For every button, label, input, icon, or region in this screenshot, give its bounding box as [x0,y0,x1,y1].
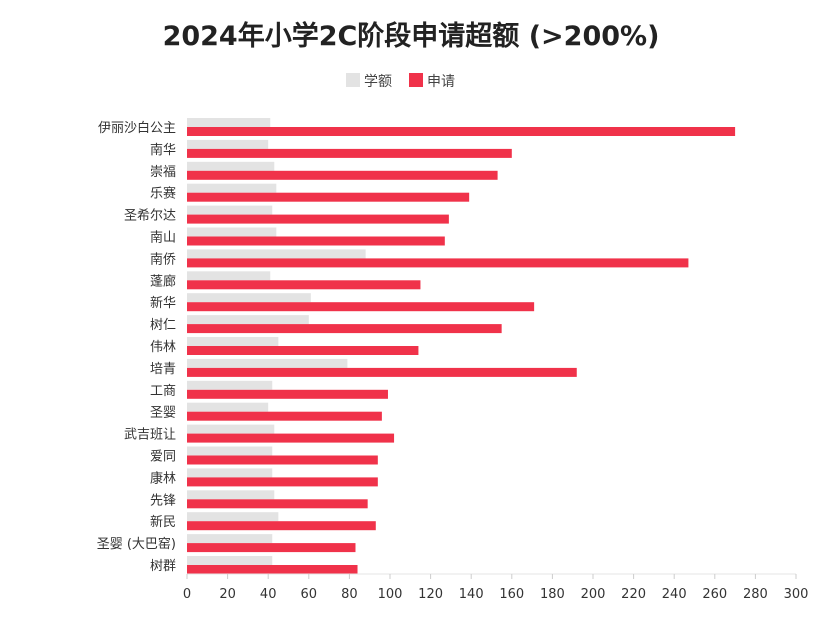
category-label: 康林 [150,470,176,486]
category-label: 武吉班让 [124,428,176,443]
x-tick-label: 0 [183,587,191,602]
category-label: 树仁 [150,318,176,333]
x-tick-label: 200 [581,587,606,602]
bar-places [187,315,309,325]
legend-swatch-applications [409,73,423,87]
bar-places [187,139,269,149]
category-label: 树群 [150,559,176,574]
category-label: 圣希尔达 [124,209,176,224]
bar-places [187,424,275,434]
category-label: 新民 [150,514,176,530]
bar-places [187,468,273,478]
bar-applications [187,477,378,487]
bar-applications [187,367,577,377]
legend-swatch-places [346,73,360,87]
bars [187,118,736,574]
bar-applications [187,192,470,202]
bar-places [187,161,275,171]
bar-applications [187,324,502,334]
bar-places [187,446,273,456]
bar-applications [187,280,421,290]
x-tick-label: 280 [743,587,768,602]
bar-applications [187,258,689,268]
bar-places [187,118,271,127]
category-label: 南侨 [150,251,176,267]
category-label: 蓬廊 [150,273,176,289]
bar-applications [187,346,419,355]
x-tick-label: 260 [702,587,727,602]
legend-label-places: 学额 [364,74,392,90]
bar-places [187,337,279,346]
category-label: 乐赛 [150,186,176,202]
bar-applications [187,433,395,443]
x-tick-label: 300 [784,587,809,602]
bar-places [187,556,273,565]
category-label: 培青 [150,361,176,377]
bar-places [187,534,273,544]
x-tick-label: 20 [219,587,236,602]
category-label: 圣婴 [150,406,176,421]
legend: 学额 申请 [346,73,455,90]
bar-applications [187,302,535,312]
category-label: 新华 [150,295,176,311]
bar-places [187,249,366,259]
bar-places [187,358,348,368]
x-tick-label: 180 [540,587,565,602]
legend-label-applications: 申请 [427,74,455,90]
category-labels: 伊丽沙白公主南华崇福乐赛圣希尔达南山南侨蓬廊新华树仁伟林培青工商圣婴武吉班让爱同… [97,120,176,574]
bar-applications [187,411,382,421]
category-label: 伟林 [150,340,176,355]
bar-applications [187,521,376,531]
category-label: 南华 [150,142,176,158]
bar-applications [187,170,498,180]
x-tick-label: 220 [621,587,646,602]
x-tick-label: 80 [341,587,358,602]
bar-applications [187,499,368,509]
category-label: 圣婴 (大巴窑) [97,536,176,552]
x-tick-label: 160 [499,587,524,602]
category-label: 先锋 [150,493,176,508]
x-tick-label: 140 [459,587,484,602]
bar-places [187,293,311,303]
bar-applications [187,148,512,158]
category-label: 南山 [150,230,176,246]
bar-places [187,205,273,215]
bar-places [187,402,269,412]
bar-places [187,271,271,281]
bar-applications [187,455,378,465]
x-tick-label: 240 [662,587,687,602]
bar-places [187,380,273,390]
bar-applications [187,127,736,136]
bar-applications [187,389,388,399]
category-label: 工商 [150,384,176,399]
bar-places [187,183,277,193]
category-label: 爱同 [150,450,176,465]
x-axis: 0 20 40 60 80 100 120 140 160 180 200 220 240 260 280 3… [183,574,809,602]
x-tick-label: 100 [378,587,403,602]
bar-places [187,490,275,500]
category-label: 伊丽沙白公主 [98,120,176,136]
bar-applications [187,565,358,574]
bar-places [187,512,279,522]
category-label: 崇福 [150,165,176,180]
x-tick-label: 60 [301,587,318,602]
chart-title: 2024年小学2C阶段申请超额 (>200%) [163,20,660,52]
x-tick-label: 120 [418,587,443,602]
bar-applications [187,236,445,246]
x-tick-label: 40 [260,587,277,602]
bar-applications [187,214,449,224]
bar-applications [187,543,356,553]
bar-places [187,227,277,237]
